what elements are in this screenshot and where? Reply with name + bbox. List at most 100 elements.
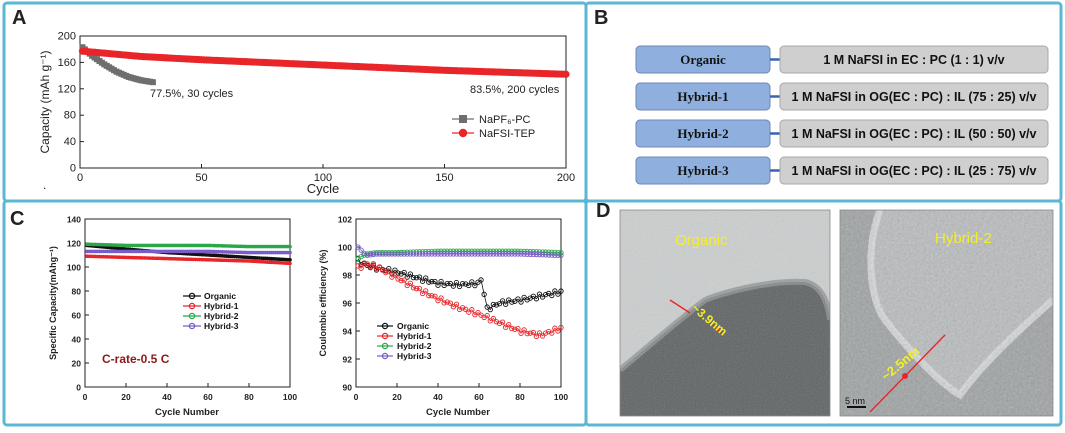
y-tick-label: 90 xyxy=(343,383,353,393)
point-hybrid-3 xyxy=(530,251,536,258)
point-hybrid-3 xyxy=(524,251,530,257)
legend-marker-hybrid-2 xyxy=(188,312,196,320)
y-tick-label: 102 xyxy=(338,215,352,225)
x-tick-label: 100 xyxy=(554,392,568,402)
point-hybrid-3 xyxy=(355,244,361,250)
point-hybrid-2 xyxy=(530,249,536,255)
y-tick-label: 40 xyxy=(64,136,76,148)
point-organic xyxy=(386,266,392,272)
c-rate-note: C-rate-0.5 C xyxy=(102,352,170,366)
point-hybrid-1 xyxy=(447,300,453,306)
point-organic xyxy=(542,291,549,298)
point-hybrid-2 xyxy=(288,244,292,249)
x-tick-label: 80 xyxy=(244,392,254,402)
point-hybrid-1 xyxy=(549,330,555,336)
point-organic xyxy=(530,293,536,299)
legend-label-hybrid-2: Hybrid-2 xyxy=(204,311,239,321)
point-hybrid-3 xyxy=(373,251,380,257)
point-hybrid-1 xyxy=(524,330,530,337)
point-hybrid-3 xyxy=(475,251,481,257)
y-tick-label: 20 xyxy=(72,359,82,369)
electrolyte-desc-box xyxy=(779,82,1049,111)
point-hybrid-1 xyxy=(438,295,444,301)
point-hybrid-1 xyxy=(386,268,392,275)
point-hybrid-1 xyxy=(426,293,432,299)
point-organic xyxy=(469,279,475,285)
point-organic xyxy=(478,277,484,283)
legend-marker-organic xyxy=(188,292,196,300)
point-hybrid-1 xyxy=(502,324,509,330)
y-tick-label: 98 xyxy=(343,271,353,281)
x-tick-label: 100 xyxy=(283,392,297,402)
point-hybrid-1 xyxy=(546,328,552,335)
point-organic xyxy=(487,306,493,313)
point-organic xyxy=(423,275,429,281)
tem-frame-organic xyxy=(619,209,831,417)
legend-label-hybrid-1: Hybrid-1 xyxy=(397,331,432,341)
point-hybrid-1 xyxy=(370,261,377,267)
y-tick-label: 100 xyxy=(67,263,81,273)
y-tick-label: 0 xyxy=(76,383,81,393)
point-hybrid-1 xyxy=(527,330,533,336)
chart-c-coulombic-efficiency: 90 92 94 96 98 100 102 0 20 40 60 80 100 Cycle Numb… xyxy=(318,215,568,419)
series-line-hybrid-2 xyxy=(357,250,562,259)
electrolyte-row-organic: Organic 1 M NaFSI in EC : PC (1 : 1) v/v xyxy=(635,45,1049,74)
point-hybrid-3 xyxy=(512,251,518,257)
point-hybrid-2 xyxy=(499,248,506,254)
point-hybrid-3 xyxy=(379,251,386,257)
point-organic xyxy=(438,278,444,285)
point-organic xyxy=(450,283,457,289)
point-hybrid-3 xyxy=(367,252,373,258)
legend-marker-hybrid-3 xyxy=(381,352,389,360)
y-tick-label: 60 xyxy=(72,311,82,321)
point-hybrid-2 xyxy=(441,248,447,254)
point-hybrid-3 xyxy=(509,251,515,257)
point-organic xyxy=(481,291,487,297)
point-hybrid-2 xyxy=(463,248,469,254)
point-hybrid-3 xyxy=(383,251,389,257)
point-hybrid-2 xyxy=(450,248,457,254)
electrolyte-row-hybrid-2: Hybrid-2 1 M NaFSI in OG(EC : PC) : IL (5… xyxy=(635,119,1049,148)
point-organic xyxy=(447,280,453,287)
panel-label-a: A xyxy=(12,7,26,29)
point-hybrid-1 xyxy=(539,333,546,339)
point-hybrid-3 xyxy=(487,251,493,257)
point-hybrid-3 xyxy=(499,251,506,257)
tem-label-hybrid2: Hybrid-2 xyxy=(935,230,992,247)
point-hybrid-3 xyxy=(515,251,521,257)
point-hybrid-3 xyxy=(472,251,478,257)
point-hybrid-3 xyxy=(539,252,546,258)
point-hybrid-3 xyxy=(395,251,401,257)
point-organic xyxy=(392,267,398,273)
y-tick-label: 140 xyxy=(67,215,81,225)
chart-a-ylabel: Capacity (mAh g⁻¹) xyxy=(38,50,52,153)
annotation-nap-retention: 77.5%, 30 cycles xyxy=(150,88,234,100)
point-organic xyxy=(398,271,404,277)
annotation-nafsi-retention: 83.5%, 200 cycles xyxy=(470,84,560,96)
x-tick-label: 40 xyxy=(433,392,443,402)
point-hybrid-1 xyxy=(410,285,417,291)
point-hybrid-3 xyxy=(441,251,447,257)
point-organic xyxy=(472,282,478,289)
point-hybrid-2 xyxy=(456,248,463,254)
point-hybrid-1 xyxy=(469,307,475,313)
point-hybrid-2 xyxy=(493,248,500,254)
scale-label-hybrid2: 5 nm xyxy=(845,396,865,406)
y-tick-label: 40 xyxy=(72,335,82,345)
y-tick-label: 200 xyxy=(58,31,76,43)
point-hybrid-2 xyxy=(438,248,444,254)
point-hybrid-2 xyxy=(555,249,561,256)
point-hybrid-3 xyxy=(444,251,450,257)
point-hybrid-3 xyxy=(518,251,524,257)
point-hybrid-2 xyxy=(546,249,552,255)
point-hybrid-1 xyxy=(552,325,558,331)
point-hybrid-3 xyxy=(527,251,533,258)
point-organic xyxy=(502,301,509,307)
point-hybrid-2 xyxy=(432,248,438,254)
tem-image-hybrid2 xyxy=(840,210,1053,416)
y-tick-label: 92 xyxy=(343,355,353,365)
x-tick-label: 80 xyxy=(515,392,525,402)
point-organic xyxy=(552,288,558,294)
point-hybrid-1 xyxy=(463,306,469,312)
